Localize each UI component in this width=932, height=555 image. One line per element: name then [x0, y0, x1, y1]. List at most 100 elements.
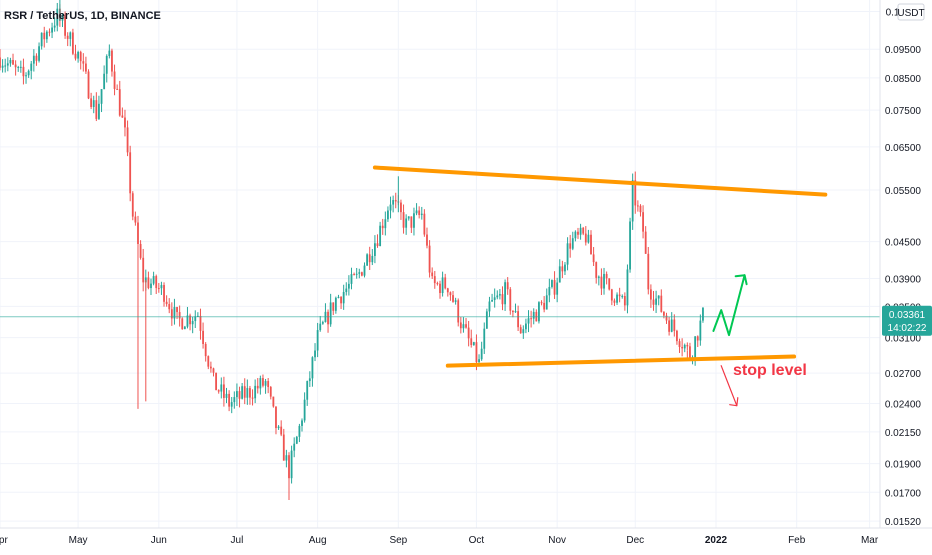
price-tick-label: 0.02700	[885, 369, 922, 380]
candle-body	[342, 292, 345, 304]
candle-body	[321, 322, 324, 324]
support-trendline[interactable]	[445, 354, 797, 368]
last-price-value: 0.03361	[889, 310, 926, 321]
candle-body	[590, 234, 592, 255]
candle-body	[77, 51, 80, 59]
candle-body	[147, 277, 150, 289]
candle-body	[137, 222, 139, 244]
candle-body	[498, 294, 501, 296]
candle-body	[561, 266, 564, 272]
candle-body	[702, 307, 704, 321]
candle-body	[392, 200, 395, 205]
candle-body	[285, 455, 288, 461]
candle-body	[613, 300, 616, 303]
candle-body	[689, 346, 691, 359]
candle-body	[126, 127, 129, 153]
currency-box[interactable]	[897, 3, 925, 21]
candle-body	[371, 255, 374, 263]
candle-body	[152, 276, 155, 284]
candle-body	[459, 322, 462, 329]
candle-body	[577, 231, 579, 235]
candle-body	[387, 210, 389, 220]
candle-body	[319, 323, 322, 331]
candle-body	[579, 227, 582, 235]
candle-body	[4, 65, 7, 67]
time-tick-label: 2022	[705, 535, 728, 546]
candle-body	[423, 213, 426, 235]
candle-body	[584, 233, 587, 243]
candle-body	[100, 89, 103, 104]
candle-body	[548, 286, 551, 296]
time-tick-label: Aug	[309, 535, 327, 546]
candle-body	[402, 212, 405, 228]
price-tick-label: 0.01900	[885, 460, 922, 471]
bearish-arrow-head	[729, 397, 739, 407]
candle-body	[280, 426, 283, 435]
price-tick-label: 0.06500	[885, 143, 922, 154]
candle-body	[222, 384, 225, 398]
candle-body	[699, 320, 702, 341]
candle-body	[413, 213, 415, 228]
candle-body	[566, 243, 569, 265]
price-tick-label: 0.03900	[885, 274, 922, 285]
candle-body	[259, 378, 262, 389]
candle-body	[491, 300, 493, 302]
candle-body	[400, 202, 402, 213]
candle-body	[556, 282, 559, 295]
time-scale[interactable]: Apr May Jun Jul Aug Sep Oct Nov Dec 2022 Feb Mar	[0, 527, 932, 550]
time-tick-label: Oct	[469, 535, 485, 546]
candle-body	[360, 272, 363, 276]
candle-body	[308, 378, 311, 382]
candle-body	[514, 311, 517, 313]
candle-body	[35, 55, 38, 61]
candle-body	[69, 32, 72, 39]
candle-body	[657, 295, 660, 299]
candle-body	[509, 289, 512, 311]
candle-body	[683, 344, 686, 349]
candle-body	[355, 273, 358, 275]
candle-body	[634, 180, 637, 206]
candle-body	[493, 297, 496, 301]
candle-body	[376, 243, 379, 247]
candle-body	[225, 393, 228, 398]
candle-body	[366, 254, 369, 266]
candle-body	[144, 277, 147, 283]
candle-body	[233, 397, 236, 403]
bearish-projection-arrow[interactable]	[720, 365, 738, 407]
candle-body	[649, 289, 652, 300]
candle-body	[519, 327, 522, 334]
bullish-projection-arrow[interactable]	[712, 274, 746, 337]
time-tick-label: Dec	[626, 535, 644, 546]
candle-body	[678, 341, 681, 347]
candle-body	[639, 205, 642, 213]
candle-body	[111, 50, 113, 72]
candle-body	[269, 387, 272, 397]
price-scale[interactable]: 0.110000.095000.085000.075000.065000.055…	[879, 0, 932, 528]
resistance-trendline[interactable]	[372, 165, 828, 197]
candle-body	[194, 316, 197, 322]
candle-body	[478, 359, 480, 363]
candle-body	[38, 46, 40, 61]
candle-body	[181, 318, 184, 330]
candle-body	[595, 262, 598, 278]
candle-body	[155, 276, 158, 289]
candle-body	[605, 273, 608, 279]
candle-body	[98, 103, 100, 119]
candle-body	[337, 296, 340, 298]
stop-level-label[interactable]: stop level	[733, 362, 807, 379]
candle-body	[353, 274, 355, 276]
candle-body	[603, 273, 605, 289]
symbol-label[interactable]: RSR / TetherUS, 1D, BINANCE	[4, 10, 161, 22]
candle-body	[53, 25, 56, 28]
candle-body	[202, 330, 204, 344]
candle-body	[19, 66, 22, 68]
candle-body	[14, 64, 17, 68]
time-tick-label: Sep	[389, 535, 407, 546]
candle-body	[306, 381, 309, 400]
candle-body	[334, 297, 337, 311]
candle-body	[681, 346, 684, 349]
candle-body	[545, 295, 548, 310]
price-tick-label: 0.02400	[885, 400, 922, 411]
